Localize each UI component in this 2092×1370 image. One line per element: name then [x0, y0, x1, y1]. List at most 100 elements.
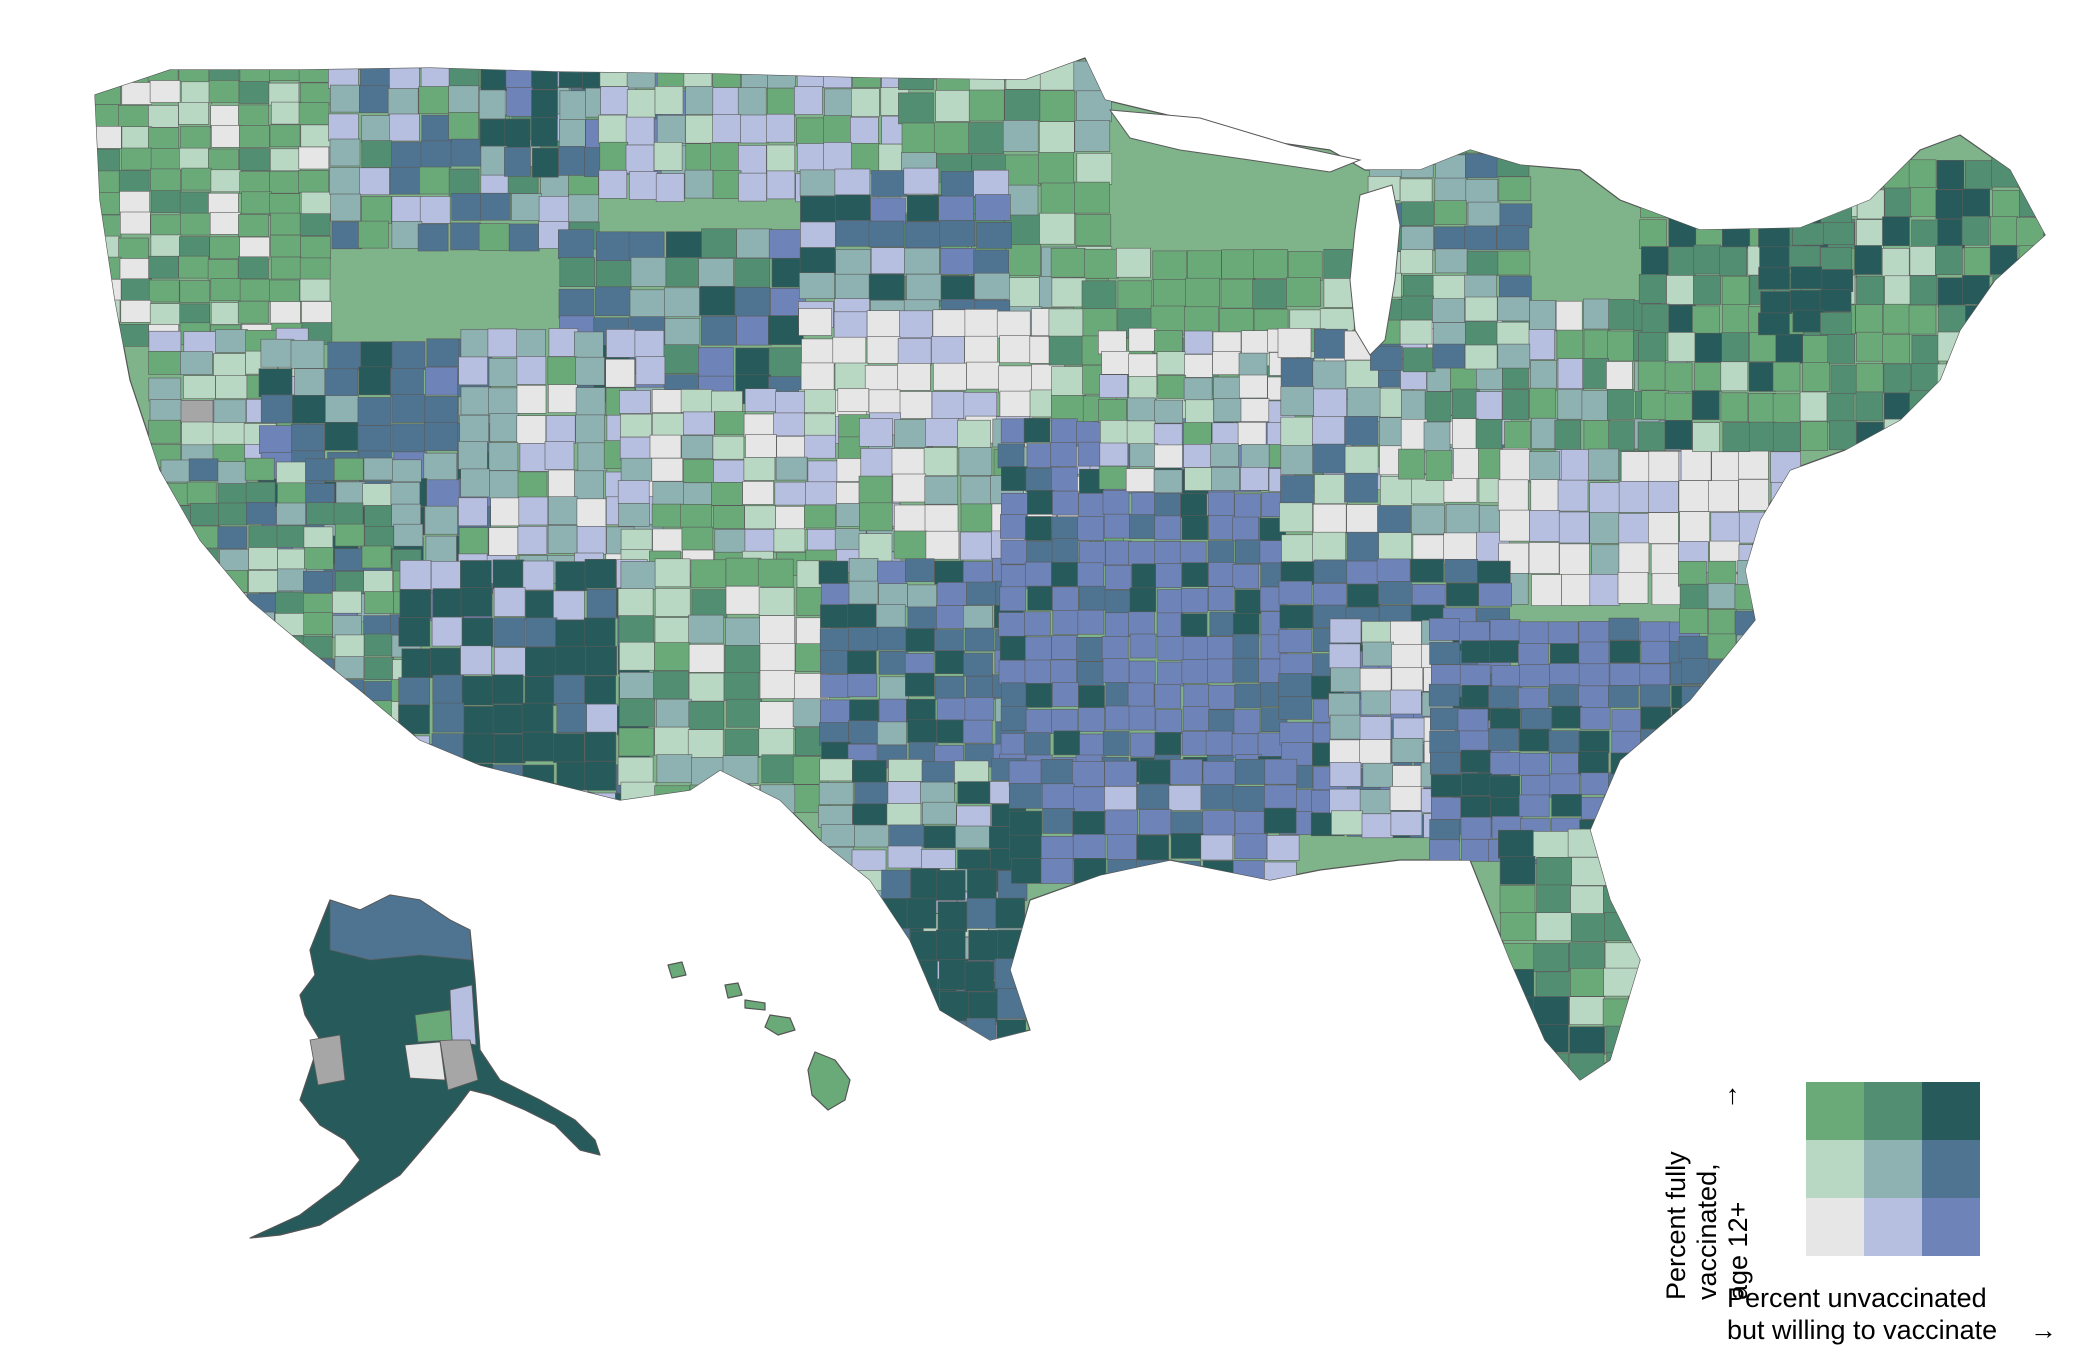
county-cell [1205, 730, 1233, 756]
county-cell [699, 286, 736, 316]
county-cell [1667, 816, 1699, 840]
alaska [249, 894, 601, 1239]
county-cell [213, 353, 246, 377]
county-cell [548, 469, 578, 499]
county-cell [767, 59, 797, 89]
county-cell [1855, 304, 1883, 335]
county-cell [210, 302, 242, 325]
county-cell [274, 680, 305, 704]
county-cell [210, 278, 242, 301]
county-cell [178, 59, 210, 83]
county-cell [1664, 392, 1693, 423]
county-cell [1530, 360, 1557, 392]
county-cell [1854, 245, 1882, 275]
county-cell [1722, 304, 1750, 334]
county-cell [1504, 420, 1531, 452]
county-cell [1129, 514, 1156, 539]
county-cell [1170, 833, 1204, 859]
county-cell [935, 929, 966, 961]
county-cell [620, 561, 657, 590]
county-cell [1910, 187, 1938, 217]
county-cell [1183, 422, 1212, 446]
county-cell [1639, 621, 1671, 645]
county-cell [291, 423, 325, 453]
county-cell [1009, 810, 1043, 837]
county-cell [931, 335, 965, 364]
county-cell [239, 278, 271, 302]
county-cell [1098, 399, 1127, 423]
county-cell [832, 336, 867, 365]
county-cell [649, 434, 682, 459]
county-cell [889, 824, 924, 848]
county-cell [1764, 707, 1793, 734]
county-cell [819, 999, 855, 1023]
county-cell [1556, 329, 1584, 361]
county-cell [1692, 422, 1720, 453]
county-cell [1232, 516, 1259, 542]
county-cell [1855, 363, 1884, 393]
county-cell [95, 58, 120, 82]
county-cell [1105, 540, 1132, 566]
county-cell [504, 147, 531, 177]
county-cell [1609, 663, 1641, 686]
county-cell [906, 273, 942, 301]
county-cell [432, 791, 464, 822]
county-cell [907, 719, 937, 744]
county-cell [1430, 751, 1461, 775]
county-cell [689, 784, 726, 814]
county-cell [487, 328, 518, 358]
county-cell [1761, 584, 1791, 611]
county-cell [1500, 942, 1536, 972]
county-cell [1344, 472, 1378, 503]
county-cell [1606, 1051, 1643, 1080]
county-cell [773, 412, 805, 437]
county-cell [1551, 705, 1583, 729]
county-cell [290, 339, 325, 369]
county-cell [1429, 819, 1460, 842]
county-cell [1937, 393, 1965, 424]
county-cell [269, 170, 301, 194]
county-cell [361, 115, 392, 143]
county-cell [493, 733, 526, 764]
county-cell [1280, 357, 1315, 388]
county-cell [1606, 361, 1633, 392]
county-cell [209, 212, 241, 235]
county-cell [938, 195, 975, 223]
county-cell [1104, 705, 1132, 731]
county-cell [1789, 178, 1821, 202]
county-cell [401, 648, 434, 679]
county-cell [903, 167, 940, 195]
county-cell [150, 168, 181, 192]
county-cell [361, 545, 392, 569]
county-cell [95, 126, 122, 149]
county-cell [1550, 753, 1582, 777]
county-cell [1911, 334, 1940, 365]
county-cell [432, 674, 465, 705]
county-cell [1521, 775, 1552, 798]
county-cell [964, 308, 999, 337]
county-cell [302, 570, 333, 594]
county-cell [1679, 583, 1709, 610]
county-cell [1720, 361, 1749, 392]
county-cell [1000, 733, 1028, 758]
county-cell [887, 781, 923, 804]
county-cell [879, 1020, 910, 1052]
county-cell [1153, 278, 1188, 309]
county-cell [1104, 760, 1137, 787]
county-cell [910, 868, 941, 899]
county-cell [1638, 273, 1667, 304]
county-cell [893, 504, 928, 534]
county-cell [1962, 362, 1990, 393]
county-cell [1369, 152, 1402, 178]
county-cell [1670, 773, 1702, 797]
county-cell [1530, 479, 1562, 512]
county-cell [855, 1024, 890, 1048]
hawaii [667, 961, 851, 1111]
county-cell [216, 614, 246, 638]
county-cell [334, 656, 365, 679]
county-cell [819, 758, 855, 782]
county-cell [1434, 200, 1467, 225]
county-cell [957, 419, 991, 449]
county-cell [1618, 513, 1650, 545]
